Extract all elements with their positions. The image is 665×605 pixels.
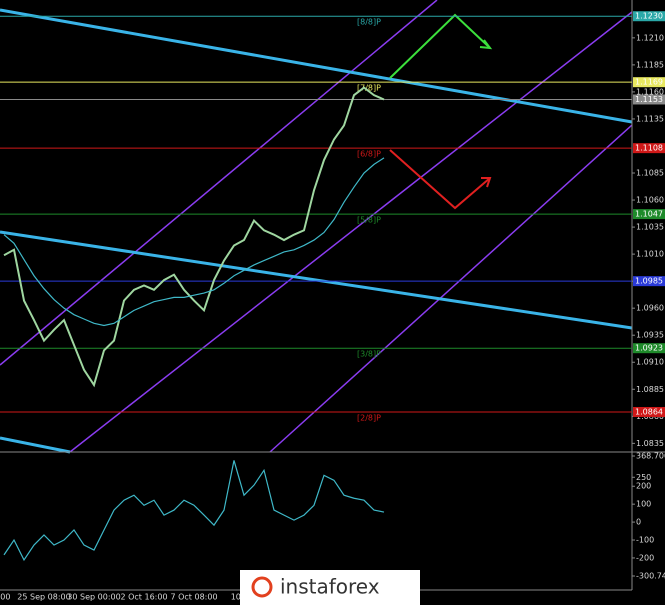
level-price-label: 1.1108 bbox=[635, 144, 663, 153]
y-tick-label: 1.1035 bbox=[636, 223, 664, 232]
y-tick-label: 1.0885 bbox=[636, 385, 664, 394]
level-name: [2/8]P bbox=[357, 413, 381, 422]
channel-line bbox=[69, 11, 633, 453]
level-price-box bbox=[633, 143, 665, 154]
level-price-box bbox=[633, 209, 665, 220]
y-tick-label: -100 bbox=[636, 536, 654, 545]
level-name: [3/8]P bbox=[357, 350, 381, 359]
level-price-box bbox=[633, 343, 665, 354]
y-tick-label: 368.7008 bbox=[636, 452, 665, 461]
y-tick-label: 1.1185 bbox=[636, 60, 664, 69]
trend-line bbox=[0, 230, 633, 330]
level-price-label: 1.0864 bbox=[635, 407, 663, 416]
level-price-box bbox=[633, 406, 665, 417]
y-tick-label: 1.0960 bbox=[636, 304, 664, 313]
level-price-box bbox=[633, 94, 665, 105]
y-tick-label: 1.1210 bbox=[636, 33, 664, 42]
channel-line bbox=[269, 124, 633, 453]
y-tick-label: 1.0835 bbox=[636, 439, 664, 448]
y-tick-label: 1.1085 bbox=[636, 169, 664, 178]
level-price-label: 1.0923 bbox=[635, 344, 663, 353]
y-tick-label: 1.1010 bbox=[636, 250, 664, 259]
series-line bbox=[3, 157, 385, 327]
x-tick-label: 7 Oct 08:00 bbox=[170, 593, 217, 602]
arrow-head bbox=[481, 177, 492, 188]
x-tick-label: 30 Sep 00:00 bbox=[67, 593, 120, 602]
x-tick-label: 25 Sep 08:00 bbox=[17, 593, 70, 602]
level-name: [7/8]P bbox=[357, 84, 381, 93]
y-tick-label: -300.741 bbox=[636, 572, 665, 581]
y-tick-label: 200 bbox=[636, 482, 651, 491]
y-tick-label: 1.1060 bbox=[636, 196, 664, 205]
arrow-head bbox=[479, 39, 493, 50]
y-tick-label: 250 bbox=[636, 473, 651, 482]
level-price-box bbox=[633, 11, 665, 22]
down-arrow bbox=[389, 149, 491, 210]
y-tick-label: -200 bbox=[636, 553, 654, 562]
y-tick-label: 0 bbox=[636, 518, 641, 527]
y-tick-label: 100 bbox=[636, 500, 651, 509]
trend-line bbox=[0, 436, 71, 454]
y-tick-label: 1.1160 bbox=[636, 87, 664, 96]
level-price-label: 1.1230 bbox=[635, 12, 663, 21]
watermark: instaforex bbox=[240, 570, 420, 605]
x-tick-label: :00 bbox=[0, 593, 10, 602]
series-line bbox=[3, 86, 385, 388]
level-price-label: 1.1169 bbox=[635, 78, 663, 87]
level-name: [8/8]P bbox=[357, 18, 381, 27]
up-arrow bbox=[389, 13, 491, 79]
y-tick-label: 1.0910 bbox=[636, 358, 664, 367]
trend-line bbox=[0, 8, 633, 124]
watermark-text: instaforex bbox=[280, 575, 380, 599]
channel-line bbox=[0, 0, 438, 366]
y-tick-label: 1.0935 bbox=[636, 331, 664, 340]
level-price-box bbox=[633, 276, 665, 287]
level-name: [6/8]P bbox=[357, 150, 381, 159]
level-price-box bbox=[633, 77, 665, 88]
level-name: [5/8]P bbox=[357, 216, 381, 225]
y-tick-label: 1.1135 bbox=[636, 114, 664, 123]
series-line bbox=[3, 460, 385, 562]
x-tick-label: 2 Oct 16:00 bbox=[120, 593, 167, 602]
level-price-label: 1.1047 bbox=[635, 210, 663, 219]
level-price-label: 1.1153 bbox=[635, 95, 663, 104]
level-price-label: 1.0985 bbox=[635, 277, 663, 286]
watermark-logo bbox=[251, 576, 273, 598]
